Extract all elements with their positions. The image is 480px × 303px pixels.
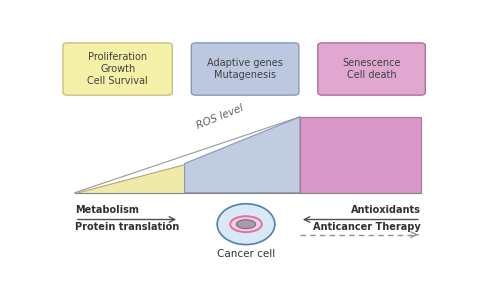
FancyBboxPatch shape — [63, 43, 172, 95]
Ellipse shape — [230, 216, 262, 232]
Text: Protein translation: Protein translation — [75, 221, 179, 231]
Polygon shape — [300, 117, 421, 193]
Text: Adaptive genes
Mutagenesis: Adaptive genes Mutagenesis — [207, 58, 283, 80]
Polygon shape — [75, 164, 185, 193]
Ellipse shape — [217, 204, 275, 245]
Polygon shape — [185, 117, 300, 193]
Text: Cancer cell: Cancer cell — [217, 249, 275, 259]
FancyBboxPatch shape — [192, 43, 299, 95]
Text: Antioxidants: Antioxidants — [351, 205, 421, 215]
Text: Metabolism: Metabolism — [75, 205, 139, 215]
Ellipse shape — [236, 220, 256, 228]
Text: Anticancer Therapy: Anticancer Therapy — [313, 221, 421, 231]
Text: Senescence
Cell death: Senescence Cell death — [342, 58, 401, 80]
Text: ROS level: ROS level — [195, 103, 245, 131]
Text: Proliferation
Growth
Cell Survival: Proliferation Growth Cell Survival — [87, 52, 148, 86]
FancyBboxPatch shape — [318, 43, 425, 95]
